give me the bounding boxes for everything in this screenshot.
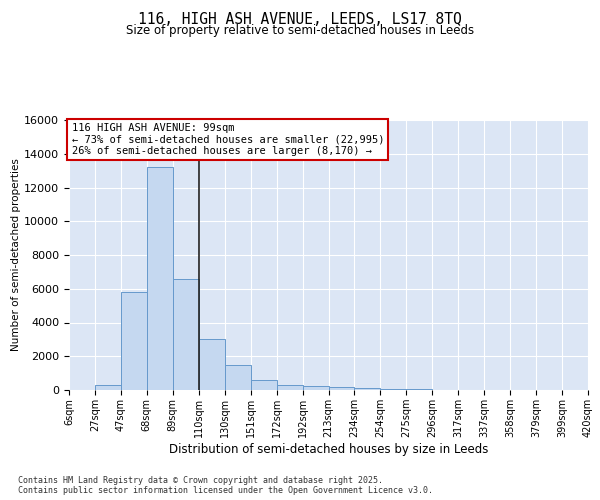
X-axis label: Distribution of semi-detached houses by size in Leeds: Distribution of semi-detached houses by … [169,442,488,456]
Bar [406,389,432,390]
Bar [329,388,355,390]
Text: Contains HM Land Registry data © Crown copyright and database right 2025.
Contai: Contains HM Land Registry data © Crown c… [18,476,433,495]
Bar [302,386,329,390]
Bar [199,338,224,390]
Bar [121,292,147,390]
Bar [95,385,121,390]
Bar [380,388,406,390]
Bar [277,385,302,390]
Bar [225,364,251,390]
Text: 116 HIGH ASH AVENUE: 99sqm
← 73% of semi-detached houses are smaller (22,995)
26: 116 HIGH ASH AVENUE: 99sqm ← 73% of semi… [71,122,384,156]
Text: Size of property relative to semi-detached houses in Leeds: Size of property relative to semi-detach… [126,24,474,37]
Bar [355,388,380,390]
Bar [173,278,199,390]
Bar [147,167,173,390]
Bar [251,380,277,390]
Y-axis label: Number of semi-detached properties: Number of semi-detached properties [11,158,22,352]
Text: 116, HIGH ASH AVENUE, LEEDS, LS17 8TQ: 116, HIGH ASH AVENUE, LEEDS, LS17 8TQ [138,12,462,28]
